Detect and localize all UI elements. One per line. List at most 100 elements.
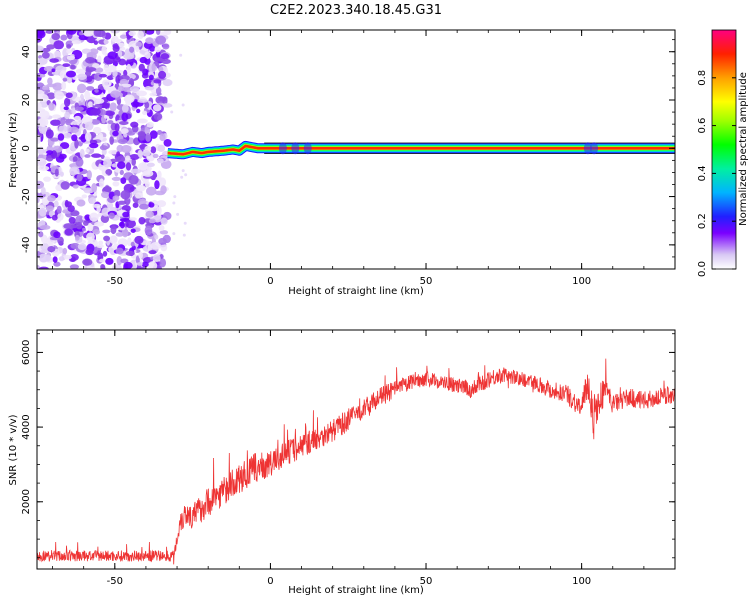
- noise-speckle: [117, 85, 125, 92]
- noise-speckle: [83, 189, 94, 194]
- noise-speckle: [94, 221, 105, 227]
- noise-speckle: [111, 176, 122, 181]
- noise-speckle: [87, 101, 93, 108]
- noise-speckle: [163, 138, 172, 147]
- noise-speckle: [141, 150, 151, 157]
- noise-speckle: [89, 212, 99, 222]
- noise-speckle: [66, 30, 77, 35]
- noise-speckle: [150, 146, 157, 154]
- noise-speckle: [84, 132, 92, 142]
- spectrogram-plot-area: [36, 29, 676, 270]
- noise-speckle: [152, 254, 161, 263]
- noise-speckle: [100, 102, 110, 109]
- noise-speckle: [130, 121, 139, 128]
- noise-speckle: [121, 228, 129, 238]
- noise-speckle: [68, 216, 76, 224]
- noise-speckle: [46, 83, 57, 88]
- noise-speckle: [153, 112, 163, 121]
- noise-speckle: [162, 96, 168, 106]
- snr-y-ticks: 2000 4000 6000: [21, 333, 675, 559]
- noise-speckle: [125, 219, 136, 229]
- noise-speckle: [46, 92, 56, 100]
- noise-speckle: [137, 150, 143, 158]
- noise-speckle: [70, 64, 76, 70]
- spectrogram-x-tick-label: 50: [420, 276, 433, 287]
- noise-speckle: [126, 58, 134, 63]
- noise-speckle: [155, 35, 167, 45]
- snr-y-tick-label: 2000: [21, 489, 32, 514]
- noise-speckle: [92, 229, 100, 235]
- noise-speckle: [64, 97, 71, 107]
- noise-speckle: [154, 180, 160, 190]
- noise-speckle: [173, 195, 177, 199]
- noise-speckle: [144, 85, 155, 91]
- noise-speckle: [148, 250, 157, 255]
- noise-speckle: [146, 166, 152, 171]
- noise-speckle: [126, 63, 132, 74]
- noise-speckle: [68, 126, 79, 134]
- noise-speckle: [144, 51, 151, 59]
- noise-speckle: [159, 230, 169, 235]
- noise-speckle: [120, 177, 127, 184]
- noise-speckle: [138, 251, 143, 259]
- noise-speckle: [76, 199, 86, 207]
- noise-speckle: [92, 126, 102, 134]
- noise-speckle: [38, 117, 49, 128]
- noise-speckle: [85, 148, 90, 153]
- noise-speckle: [98, 132, 104, 138]
- noise-speckle: [111, 35, 119, 43]
- colorbar-label: Normalized spectral amplitude: [738, 72, 749, 226]
- noise-speckle: [131, 245, 136, 251]
- noise-speckle: [162, 43, 170, 50]
- noise-speckle: [71, 134, 78, 142]
- noise-speckle: [156, 130, 163, 136]
- noise-speckle: [115, 232, 124, 237]
- noise-speckle: [119, 221, 125, 229]
- noise-speckle: [51, 33, 61, 41]
- noise-speckle: [77, 73, 87, 81]
- snr-x-tick-label: 100: [572, 576, 591, 587]
- snr-x-tick-label: -50: [107, 576, 123, 587]
- noise-speckle: [85, 57, 96, 64]
- noise-speckle: [65, 70, 77, 78]
- noise-speckle: [103, 158, 112, 168]
- noise-speckle: [70, 257, 76, 262]
- noise-speckle: [53, 231, 61, 239]
- noise-speckle: [84, 154, 91, 158]
- noise-speckle: [102, 250, 108, 257]
- noise-speckle: [76, 173, 83, 182]
- noise-speckle: [52, 256, 58, 263]
- noise-speckle: [125, 162, 132, 171]
- noise-speckle: [47, 246, 56, 253]
- noise-speckle: [162, 79, 173, 87]
- noise-speckle: [107, 64, 117, 72]
- noise-speckle: [131, 158, 136, 166]
- noise-speckle: [113, 189, 121, 198]
- noise-speckle: [136, 90, 148, 97]
- spectrogram-x-tick-label: 0: [267, 276, 273, 287]
- noise-speckle: [69, 264, 80, 269]
- noise-speckle: [153, 79, 162, 84]
- noise-speckle: [116, 161, 126, 170]
- snr-plot-area: [36, 329, 676, 570]
- noise-speckle: [139, 50, 146, 54]
- noise-speckle: [108, 149, 119, 155]
- noise-speckle: [120, 83, 132, 88]
- noise-speckle: [98, 240, 104, 246]
- noise-speckle: [58, 125, 65, 132]
- noise-speckle: [160, 185, 167, 194]
- colorbar-tick-label: 0.4: [697, 165, 708, 181]
- noise-speckle: [145, 132, 151, 142]
- noise-speckle: [101, 45, 107, 56]
- snr-x-tick-label: 50: [420, 576, 433, 587]
- noise-speckle: [37, 134, 41, 144]
- noise-speckle: [146, 162, 155, 167]
- noise-speckle: [37, 94, 49, 103]
- noise-speckle: [47, 77, 53, 85]
- spectrogram-y-tick-label: 0: [21, 145, 32, 151]
- noise-speckle: [37, 102, 42, 110]
- noise-speckle: [157, 158, 164, 164]
- noise-speckle: [110, 90, 121, 98]
- noise-speckle: [135, 95, 140, 101]
